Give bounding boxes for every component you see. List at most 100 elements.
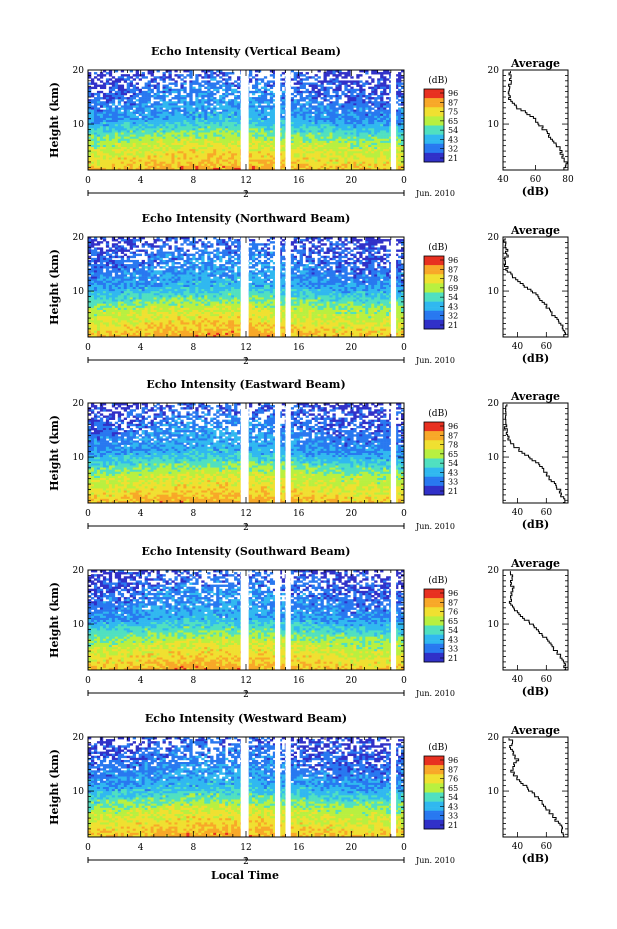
colorbar-tick-label: 43 xyxy=(448,468,458,477)
date-marker: 2 xyxy=(243,690,249,700)
average-frame xyxy=(502,402,569,504)
colorbar xyxy=(424,422,444,496)
colorbar-tick-label: 54 xyxy=(448,626,458,635)
panel-0: Echo Intensity (Vertical Beam)2010Height… xyxy=(48,45,574,200)
panel-4: Echo Intensity (Westward Beam)2010Height… xyxy=(48,712,569,867)
colorbar-tick-label: 75 xyxy=(448,108,458,117)
average-y-tick-label: 10 xyxy=(488,453,500,463)
data-gap-2 xyxy=(285,737,291,837)
data-gap-3 xyxy=(390,403,397,503)
x-tick-label: 4 xyxy=(138,509,144,519)
x-tick-label: 4 xyxy=(138,676,144,686)
average-x-tick-label: 40 xyxy=(512,342,524,352)
data-gap-0 xyxy=(240,237,249,337)
colorbar-tick-label: 21 xyxy=(448,654,458,663)
heatmap-cells xyxy=(88,570,405,671)
x-tick-label: 0 xyxy=(85,843,91,853)
data-gap-3 xyxy=(390,570,397,670)
average-x-axis-label: (dB) xyxy=(522,352,549,365)
colorbar xyxy=(424,589,444,663)
x-tick-label: 0 xyxy=(401,676,407,686)
data-gap-1 xyxy=(274,403,281,503)
average-y-tick-label: 20 xyxy=(488,399,500,409)
heatmap-cells xyxy=(88,237,405,338)
colorbar-frame xyxy=(423,88,445,163)
y-axis-label: Height (km) xyxy=(48,415,61,491)
average-x-tick-label: 60 xyxy=(541,842,553,852)
y-axis-label: Height (km) xyxy=(48,82,61,158)
x-tick-label: 4 xyxy=(138,176,144,186)
average-x-tick-label: 80 xyxy=(562,175,574,185)
data-gap-3 xyxy=(390,737,397,837)
y-tick-label: 20 xyxy=(73,566,85,576)
colorbar-tick-label: 87 xyxy=(448,265,458,274)
y-tick-label: 10 xyxy=(73,453,85,463)
average-title: Average xyxy=(510,390,560,403)
colorbar-tick-label: 43 xyxy=(448,802,458,811)
data-gap-1 xyxy=(274,70,281,170)
average-y-tick-label: 20 xyxy=(488,66,500,76)
x-tick-label: 8 xyxy=(190,343,196,353)
average-frame xyxy=(502,236,569,338)
panel-3: Echo Intensity (Southward Beam)2010Heigh… xyxy=(48,545,569,700)
colorbar-tick-label: 65 xyxy=(448,117,458,126)
average-y-tick-label: 10 xyxy=(488,287,500,297)
y-axis-label: Height (km) xyxy=(48,582,61,658)
x-tick-label: 12 xyxy=(240,843,251,853)
x-tick-label: 4 xyxy=(138,843,144,853)
x-tick-label: 20 xyxy=(346,843,358,853)
x-tick-label: 12 xyxy=(240,509,251,519)
y-tick-label: 10 xyxy=(73,620,85,630)
colorbar-unit: (dB) xyxy=(428,242,447,253)
chart-title: Echo Intensity (Southward Beam) xyxy=(142,545,351,558)
x-tick-label: 16 xyxy=(293,176,305,186)
colorbar-tick-label: 21 xyxy=(448,487,458,496)
average-y-tick-label: 20 xyxy=(488,733,500,743)
colorbar-tick-label: 96 xyxy=(448,256,458,265)
y-tick-label: 10 xyxy=(73,120,85,130)
colorbar-tick-label: 33 xyxy=(448,478,458,487)
average-profile-line xyxy=(503,238,566,337)
colorbar-unit: (dB) xyxy=(428,75,447,86)
x-tick-label: 0 xyxy=(401,843,407,853)
date-marker: 2 xyxy=(243,857,249,867)
average-x-axis-label: (dB) xyxy=(522,518,549,531)
average-x-tick-label: 40 xyxy=(512,675,524,685)
date-marker: 2 xyxy=(243,523,249,533)
average-profile-line xyxy=(507,71,568,170)
y-tick-label: 10 xyxy=(73,787,85,797)
y-tick-label: 10 xyxy=(73,287,85,297)
average-profile-line xyxy=(508,738,565,837)
average-profile-line xyxy=(508,571,567,670)
colorbar-tick-label: 21 xyxy=(448,821,458,830)
y-tick-label: 20 xyxy=(73,399,85,409)
colorbar-frame xyxy=(423,755,445,830)
colorbar-tick-label: 43 xyxy=(448,302,458,311)
colorbar-unit: (dB) xyxy=(428,742,447,753)
chart-title: Echo Intensity (Westward Beam) xyxy=(145,712,347,725)
average-frame xyxy=(502,569,569,671)
colorbar-tick-label: 65 xyxy=(448,450,458,459)
colorbar-tick-label: 69 xyxy=(448,284,458,293)
colorbar-frame xyxy=(423,255,445,330)
colorbar-frame xyxy=(423,588,445,663)
x-tick-label: 12 xyxy=(240,343,251,353)
colorbar xyxy=(424,256,444,330)
colorbar-tick-label: 87 xyxy=(448,765,458,774)
x-tick-label: 0 xyxy=(401,176,407,186)
data-gap-1 xyxy=(274,570,281,670)
x-tick-label: 0 xyxy=(85,509,91,519)
data-gap-2 xyxy=(285,237,291,337)
colorbar-tick-label: 87 xyxy=(448,431,458,440)
x-tick-label: 0 xyxy=(401,509,407,519)
average-x-tick-label: 60 xyxy=(530,175,542,185)
date-marker: 2 xyxy=(243,190,249,200)
y-tick-label: 20 xyxy=(73,733,85,743)
average-y-tick-label: 10 xyxy=(488,120,500,130)
x-tick-label: 20 xyxy=(346,343,358,353)
data-gap-0 xyxy=(240,403,249,503)
x-tick-label: 0 xyxy=(401,343,407,353)
data-gap-3 xyxy=(390,70,397,170)
colorbar-unit: (dB) xyxy=(428,408,447,419)
